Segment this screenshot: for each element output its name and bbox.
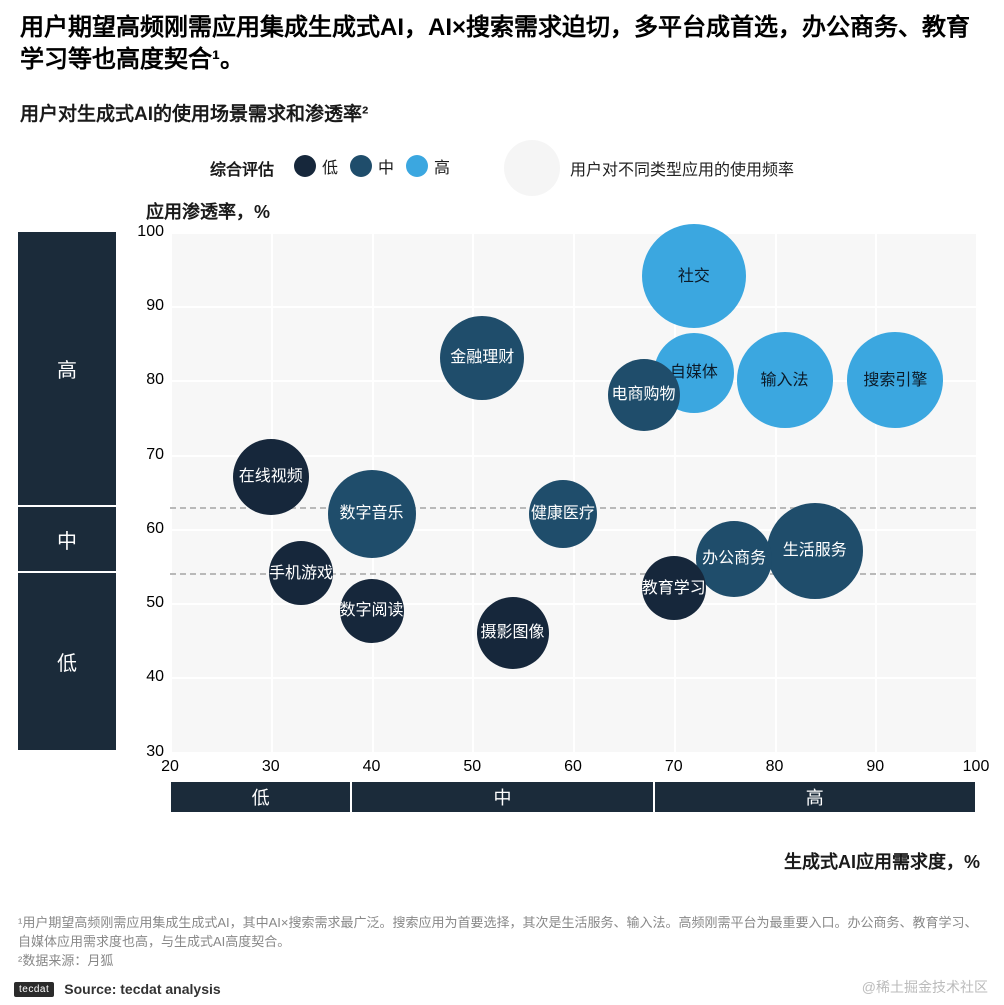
tecdat-badge: tecdat <box>14 982 54 997</box>
bubble: 数字阅读 <box>340 579 404 643</box>
gridline-v <box>775 232 777 752</box>
footnote-1: ¹用户期望高频刚需应用集成生成式AI，其中AI×搜索需求最广泛。搜索应用为首要选… <box>18 914 986 952</box>
gridline-h <box>170 752 976 754</box>
bubble: 手机游戏 <box>269 541 333 605</box>
bubble: 在线视频 <box>233 439 309 515</box>
legend-item: 低 <box>294 154 338 178</box>
x-tick: 80 <box>766 758 784 776</box>
source-text: Source: tecdat analysis <box>64 981 220 997</box>
y-tick: 70 <box>146 446 164 464</box>
x-category-block: 中 <box>352 782 652 812</box>
bubble: 数字音乐 <box>328 470 416 558</box>
y-category-block: 高 <box>18 232 116 505</box>
legend-label: 低 <box>322 154 338 178</box>
x-tick: 90 <box>866 758 884 776</box>
gridline-v <box>875 232 877 752</box>
page-title: 用户期望高频刚需应用集成生成式AI，AI×搜索需求迫切，多平台成首选，办公商务、… <box>0 0 1004 83</box>
bubble-chart: 应用渗透率，% 高中低 社交输入法搜索引擎生活服务数字音乐金融理财自媒体在线视频… <box>0 198 1004 838</box>
legend-dot <box>294 155 316 177</box>
y-tick: 40 <box>146 668 164 686</box>
legend-item: 高 <box>406 154 450 178</box>
gridline-v <box>472 232 474 752</box>
x-tick: 30 <box>262 758 280 776</box>
y-tick: 80 <box>146 371 164 389</box>
plot-area: 社交输入法搜索引擎生活服务数字音乐金融理财自媒体在线视频办公商务电商购物摄影图像… <box>170 232 976 752</box>
chart-subtitle: 用户对生成式AI的使用场景需求和渗透率² <box>0 83 1004 130</box>
y-tick: 90 <box>146 297 164 315</box>
x-category-block: 高 <box>655 782 975 812</box>
x-tick: 70 <box>665 758 683 776</box>
legend-item: 中 <box>350 154 394 178</box>
gridline-v <box>170 232 172 752</box>
watermark: @稀土掘金技术社区 <box>862 977 988 997</box>
bubble: 办公商务 <box>696 521 772 597</box>
footnotes: ¹用户期望高频刚需应用集成生成式AI，其中AI×搜索需求最广泛。搜索应用为首要选… <box>18 914 986 971</box>
bubble: 输入法 <box>737 332 833 428</box>
x-tick: 20 <box>161 758 179 776</box>
legend-dot <box>406 155 428 177</box>
gridline-v <box>976 232 978 752</box>
bubble: 电商购物 <box>608 359 680 431</box>
legend: 综合评估 低 中 高 用户对不同类型应用的使用频率 <box>0 130 1004 198</box>
y-tick: 50 <box>146 594 164 612</box>
x-tick: 100 <box>963 758 990 776</box>
y-tick: 100 <box>137 223 164 241</box>
source-row: tecdat Source: tecdat analysis <box>14 981 221 997</box>
y-category-block: 低 <box>18 573 116 749</box>
legend-dot <box>350 155 372 177</box>
x-category-block: 低 <box>171 782 350 812</box>
bubble: 金融理财 <box>440 316 524 400</box>
x-tick: 40 <box>363 758 381 776</box>
legend-title: 综合评估 <box>210 156 274 180</box>
footnote-2: ²数据来源：月狐 <box>18 952 986 971</box>
y-axis-title: 应用渗透率，% <box>146 198 270 224</box>
legend-label: 中 <box>378 154 394 178</box>
bubble: 教育学习 <box>642 556 706 620</box>
y-category-block: 中 <box>18 507 116 572</box>
legend-frequency: 用户对不同类型应用的使用频率 <box>504 140 794 196</box>
x-tick: 60 <box>564 758 582 776</box>
x-axis-title: 生成式AI应用需求度，% <box>784 848 980 874</box>
legend-label: 高 <box>434 154 450 178</box>
bubble: 健康医疗 <box>529 480 597 548</box>
legend-frequency-bubble <box>504 140 560 196</box>
bubble: 摄影图像 <box>477 597 549 669</box>
bubble: 社交 <box>642 224 746 328</box>
y-tick: 60 <box>146 520 164 538</box>
bubble: 生活服务 <box>767 503 863 599</box>
x-tick: 50 <box>463 758 481 776</box>
legend-frequency-label: 用户对不同类型应用的使用频率 <box>570 156 794 180</box>
bubble: 搜索引擎 <box>847 332 943 428</box>
